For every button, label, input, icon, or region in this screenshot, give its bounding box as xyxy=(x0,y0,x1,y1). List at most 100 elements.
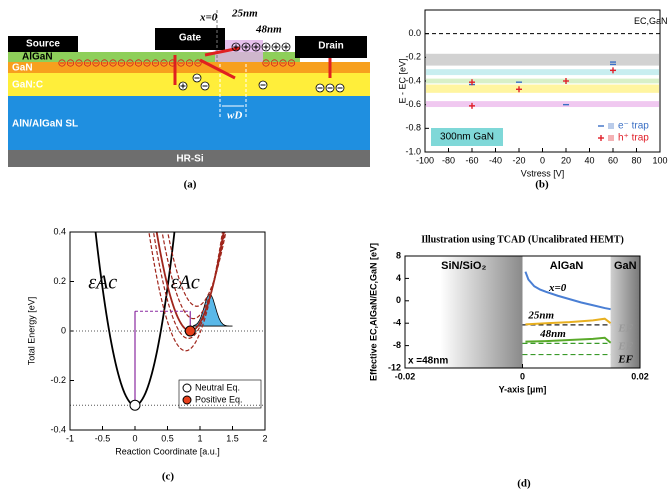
x-tick-label: 0.02 xyxy=(631,371,649,381)
x-tick-label: 40 xyxy=(584,155,594,165)
label: 48nm xyxy=(255,24,282,36)
x-tick-label: 20 xyxy=(561,155,571,165)
y-tick-label: 0.0 xyxy=(408,28,421,38)
electron xyxy=(134,59,143,67)
series-line xyxy=(525,317,612,326)
layer-si xyxy=(8,150,370,167)
band xyxy=(426,84,659,93)
gate xyxy=(155,28,225,50)
charge xyxy=(261,42,271,52)
electron xyxy=(270,59,279,67)
arrows xyxy=(173,46,332,85)
panel-a: Source Gate Drain AlGaN GaN GaN:C AlN/Al… xyxy=(8,8,370,167)
y-tick-label: -0.4 xyxy=(405,75,421,85)
y-tick-label: 0.4 xyxy=(53,226,66,236)
label: AlN/AlGaN SL xyxy=(12,119,78,130)
x-tick-label: 60 xyxy=(608,155,618,165)
x-axis-label: Y-axis [µm] xyxy=(499,384,547,394)
label: GaN:C xyxy=(12,80,43,91)
label: Source xyxy=(26,39,60,50)
legend-label: e⁻ trap xyxy=(618,121,649,132)
y-axis-label: E - EC [eV] xyxy=(397,58,407,103)
band xyxy=(426,53,659,66)
region xyxy=(610,256,640,368)
annotation: EF xyxy=(617,354,633,366)
label: Gate xyxy=(179,33,202,44)
electron xyxy=(143,59,151,67)
electron xyxy=(177,59,185,67)
label: 25nm xyxy=(231,8,258,20)
caption: (a) xyxy=(184,179,197,191)
x-tick-label: -80 xyxy=(442,155,455,165)
energy-curve xyxy=(155,232,225,332)
legend-marker xyxy=(182,383,192,393)
y-tick-label: 0 xyxy=(61,325,66,335)
band xyxy=(426,69,659,76)
electron xyxy=(160,59,168,67)
charges xyxy=(58,42,345,93)
reference-label: EC,GaN xyxy=(634,16,668,26)
electron xyxy=(109,59,117,67)
x-tick-label: 1.5 xyxy=(226,433,239,443)
x-tick-label: 0 xyxy=(520,371,525,381)
legend-label: Positive Eq. xyxy=(195,394,243,404)
y-tick-label: -0.6 xyxy=(405,99,421,109)
region-label: AlGaN xyxy=(550,260,584,272)
marker xyxy=(516,86,522,93)
region xyxy=(405,256,523,368)
band xyxy=(426,78,659,84)
electron xyxy=(185,59,194,67)
x-tick-label: -0.5 xyxy=(95,433,111,443)
charge xyxy=(271,42,281,52)
energy-curve xyxy=(161,232,226,320)
y-tick-label: -1.0 xyxy=(405,146,421,156)
marker xyxy=(469,79,475,86)
electron xyxy=(58,59,66,67)
layer-algan xyxy=(8,52,300,62)
electron xyxy=(66,59,75,67)
x-axis-label: Reaction Coordinate [a.u.] xyxy=(115,446,220,456)
series-line xyxy=(524,271,611,311)
caption: (d) xyxy=(517,478,531,490)
x-tick-label: -1 xyxy=(66,433,74,443)
x-tick-label: -20 xyxy=(512,155,525,165)
y-tick-label: -8 xyxy=(393,340,401,350)
point xyxy=(184,325,196,337)
electron xyxy=(151,59,160,67)
electron xyxy=(168,59,177,67)
annotation: εAc xyxy=(171,272,200,294)
annotation: EF xyxy=(617,340,633,352)
annotation: x=0 xyxy=(548,282,567,294)
y-axis-label: Effective EC,AlGaN/EC,GaN [eV] xyxy=(368,243,378,381)
region-label: SiN/SiO₂ xyxy=(441,260,486,272)
electron xyxy=(126,59,134,67)
y-tick-label: -0.8 xyxy=(405,123,421,133)
inset-label: 300nm GaN xyxy=(440,132,494,143)
marker xyxy=(469,102,475,109)
y-tick-label: -12 xyxy=(388,362,401,372)
electron xyxy=(262,59,270,67)
annotation: 48nm xyxy=(539,328,566,340)
drain xyxy=(295,36,367,58)
x-tick-label: -100 xyxy=(416,155,434,165)
layer-sl xyxy=(8,96,370,150)
plot-frame xyxy=(69,231,266,431)
energy-curve xyxy=(152,232,224,340)
x-tick-label: -0.02 xyxy=(395,371,416,381)
y-tick-label: -0.4 xyxy=(50,424,66,434)
legend-box xyxy=(178,379,262,409)
legend-marker xyxy=(182,395,192,405)
x-tick-label: -60 xyxy=(465,155,478,165)
x-tick-label: 0 xyxy=(132,433,137,443)
x-axis-label: Vstress [V] xyxy=(521,168,565,178)
electron xyxy=(279,59,287,67)
marker xyxy=(610,67,616,74)
marker xyxy=(563,78,569,84)
distribution xyxy=(193,293,233,327)
electron xyxy=(100,59,109,67)
label: AlGaN xyxy=(22,52,53,63)
y-tick-label: 0 xyxy=(396,295,401,305)
y-tick-label: -0.2 xyxy=(405,52,421,62)
electron xyxy=(287,59,296,67)
